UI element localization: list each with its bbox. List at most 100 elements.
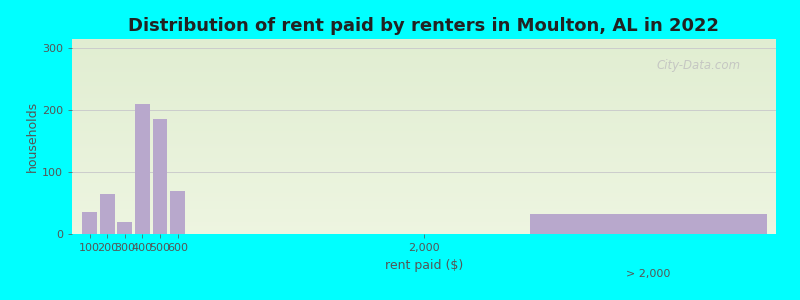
Bar (72, 119, 776, 121)
Bar (72, 70, 776, 72)
Bar (72, 78, 776, 80)
Bar (72, 117, 776, 119)
Bar (72, 80, 776, 82)
Bar (72, 39, 776, 41)
Bar (72, 230, 776, 232)
Bar (72, 88, 776, 90)
Bar (72, 164, 776, 166)
Bar (72, 131, 776, 133)
Bar (72, 170, 776, 172)
Bar (72, 113, 776, 115)
Bar (72, 55, 776, 56)
Bar (72, 228, 776, 230)
Bar (72, 177, 776, 179)
Bar (72, 56, 776, 58)
Bar (72, 152, 776, 154)
Bar (72, 203, 776, 205)
Bar (72, 162, 776, 164)
Bar (72, 72, 776, 74)
Bar (72, 47, 776, 49)
Bar (72, 125, 776, 127)
Bar (72, 43, 776, 45)
Bar (72, 205, 776, 207)
Bar (72, 158, 776, 160)
Y-axis label: households: households (26, 101, 39, 172)
Title: Distribution of rent paid by renters in Moulton, AL in 2022: Distribution of rent paid by renters in … (129, 17, 719, 35)
Bar (72, 193, 776, 195)
Bar (72, 74, 776, 76)
Bar (72, 109, 776, 111)
Bar (72, 185, 776, 187)
Bar (72, 226, 776, 228)
Bar (72, 195, 776, 197)
Bar (72, 176, 776, 178)
Bar (72, 179, 776, 181)
Bar (72, 140, 776, 142)
Bar (530, 214, 767, 234)
Bar (100, 194, 114, 234)
Bar (72, 129, 776, 131)
Bar (170, 191, 185, 234)
Bar (72, 127, 776, 129)
Bar (72, 86, 776, 88)
Bar (72, 191, 776, 193)
Bar (72, 68, 776, 70)
Bar (72, 218, 776, 220)
Bar (72, 220, 776, 222)
Bar (72, 222, 776, 224)
Bar (72, 94, 776, 95)
Bar (72, 98, 776, 100)
Bar (72, 207, 776, 209)
Bar (72, 103, 776, 105)
Bar (72, 62, 776, 64)
Bar (72, 154, 776, 156)
Bar (72, 199, 776, 201)
Bar (72, 101, 776, 103)
Bar (72, 187, 776, 189)
Bar (72, 189, 776, 191)
Bar (72, 160, 776, 162)
Bar (153, 119, 167, 234)
Bar (72, 224, 776, 226)
Bar (72, 166, 776, 168)
Bar (72, 144, 776, 146)
Bar (72, 121, 776, 123)
Text: > 2,000: > 2,000 (626, 269, 670, 279)
Bar (72, 111, 776, 113)
Bar (72, 146, 776, 148)
Bar (72, 212, 776, 214)
Bar (72, 107, 776, 109)
Bar (82, 212, 97, 234)
Bar (72, 92, 776, 94)
Bar (72, 105, 776, 107)
Bar (72, 209, 776, 211)
Bar (72, 99, 776, 101)
Bar (72, 156, 776, 158)
Bar (72, 168, 776, 170)
Bar (72, 82, 776, 84)
Bar (72, 49, 776, 51)
Bar (72, 45, 776, 47)
Bar (72, 64, 776, 66)
Bar (72, 148, 776, 150)
Bar (72, 53, 776, 55)
Bar (72, 232, 776, 234)
Bar (72, 139, 776, 140)
Bar (72, 95, 776, 98)
Bar (72, 173, 776, 175)
Bar (72, 84, 776, 86)
Bar (72, 61, 776, 62)
Bar (72, 211, 776, 212)
X-axis label: rent paid ($): rent paid ($) (385, 259, 463, 272)
Bar (72, 134, 776, 136)
Bar (118, 222, 132, 234)
Bar (72, 133, 776, 134)
Bar (72, 172, 776, 173)
Bar (72, 90, 776, 92)
Bar (72, 197, 776, 199)
Bar (72, 181, 776, 183)
Bar (72, 76, 776, 78)
Bar (72, 201, 776, 203)
Bar (72, 115, 776, 117)
Bar (72, 142, 776, 144)
